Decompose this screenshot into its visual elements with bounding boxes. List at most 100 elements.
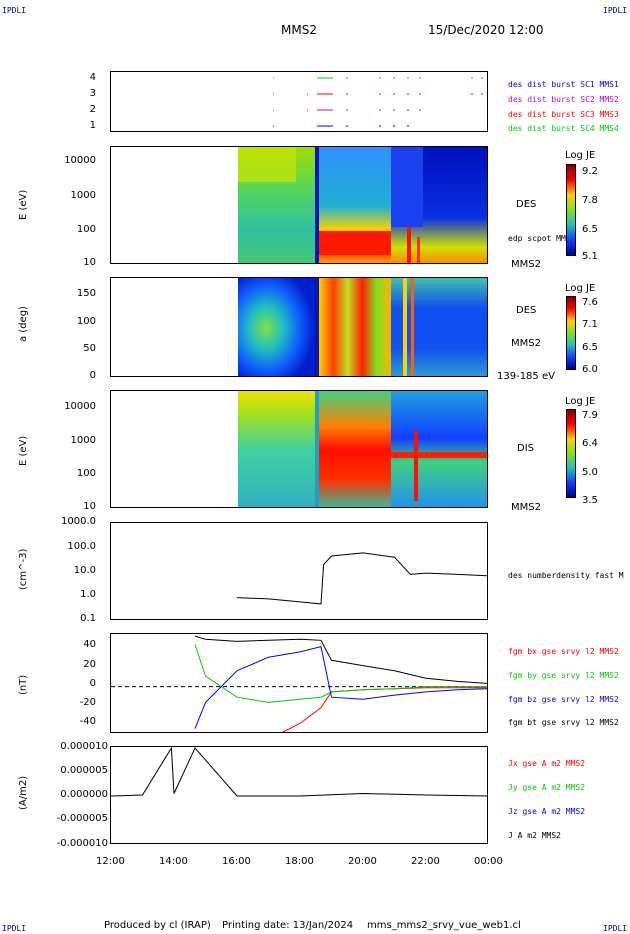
bfield-by-line: [194, 644, 487, 703]
burst-marks: [273, 77, 483, 127]
bfield-legend-bt: fgm bt gse srvy l2 MMS2: [508, 718, 619, 727]
des-energy-ytick: 10: [83, 257, 96, 268]
current-legend-j: J A m2 MMS2: [508, 831, 561, 840]
time-axis-tick-label: 20:00: [348, 856, 377, 867]
scpot-label: edp scpot MMS2: [508, 234, 576, 243]
density-ytick: 10.0: [73, 565, 96, 576]
density-series-line: [236, 552, 487, 605]
des-pitch-cbar-tick: 7.1: [582, 319, 598, 330]
footer-printing-date: Printing date: 13/Jan/2024: [222, 920, 354, 931]
current-ylabel: (A/m2): [18, 775, 29, 810]
des-energy-cbar-tick: 5.1: [582, 251, 598, 262]
bfield-bz-line: [194, 645, 487, 729]
current-ytick: -0.000010: [56, 838, 108, 849]
des-energy-cbar-title: Log JE: [565, 150, 596, 161]
current-ytick: 0.000005: [60, 765, 108, 776]
des-energy-sc-label: MMS2: [511, 259, 541, 270]
current-plot: [111, 747, 487, 797]
spacecraft-title: MMS2: [281, 23, 317, 37]
dis-energy-ytick: 10: [83, 501, 96, 512]
bfield-bx-line: [281, 687, 487, 732]
burst-ytick: 2: [89, 104, 96, 115]
current-ytick: 0.000000: [60, 789, 108, 800]
burst-ytick: 4: [89, 72, 96, 83]
dis-energy-cbar-title: Log JE: [565, 396, 596, 407]
des-energy-cbar-tick: 6.5: [582, 224, 598, 235]
des-pitch-ytick: 100: [76, 316, 96, 327]
current-ytick: -0.000005: [56, 813, 108, 824]
corner-tag-tl: IPDLI: [2, 6, 27, 15]
bfield-ylabel: (nT): [18, 674, 29, 695]
des-pitch-sc-label: MMS2: [511, 338, 541, 349]
density-ytick: 0.1: [80, 613, 96, 624]
dis-energy-colorbar: [566, 409, 576, 498]
time-axis: 12:00 14:00 16:00 18:00 20:00 22:00 00:00: [0, 856, 630, 870]
current-j-line: [111, 747, 487, 797]
time-axis-tick-label: 00:00: [474, 856, 503, 867]
dis-energy-ytick: 1000: [70, 435, 96, 446]
density-ytick: 100.0: [67, 541, 96, 552]
bfield-plot: [111, 635, 487, 732]
burst-panel: [110, 71, 488, 132]
time-axis-tick-label: 12:00: [96, 856, 125, 867]
burst-legend-sc2: des dist burst SC2 MMS2: [508, 95, 619, 104]
dis-energy-side-label: DIS: [517, 443, 534, 454]
density-plot: [236, 552, 487, 605]
des-energy-colorbar: [566, 164, 576, 256]
time-axis-tick-label: 22:00: [411, 856, 440, 867]
current-panel: [110, 746, 488, 844]
dis-energy-sc-label: MMS2: [511, 502, 541, 513]
des-pitch-cbar-tick: 7.6: [582, 297, 598, 308]
bfield-ytick: 0: [89, 678, 96, 689]
bfield-legend-bz: fgm bz gse srvy l2 MMS2: [508, 695, 619, 704]
des-energy-ylabel: E (eV): [18, 189, 29, 220]
time-axis-tick-label: 16:00: [222, 856, 251, 867]
burst-ytick: 3: [89, 88, 96, 99]
density-ytick: 1000.0: [61, 516, 96, 527]
footer-filename: mms_mms2_srvy_vue_web1.cl: [367, 920, 521, 931]
des-pitch-image: [238, 278, 487, 376]
bfield-ytick: -20: [79, 697, 96, 708]
current-ytick: 0.000010: [60, 741, 108, 752]
dis-energy-spectrogram: [110, 390, 488, 508]
des-pitch-side-label: DES: [516, 305, 537, 316]
burst-legend-sc4: des dist burst SC4 MMS4: [508, 124, 619, 133]
density-panel: [110, 522, 488, 620]
dis-energy-cbar-tick: 5.0: [582, 467, 598, 478]
dis-energy-ytick: 100: [76, 468, 96, 479]
des-energy-spectrogram: [110, 146, 488, 264]
des-energy-ytick: 100: [76, 224, 96, 235]
dis-energy-ylabel: E (eV): [18, 435, 29, 466]
dis-energy-cbar-tick: 6.4: [582, 438, 598, 449]
corner-tag-br: IPDLI: [603, 924, 628, 933]
des-energy-ytick: 1000: [70, 190, 96, 201]
des-pitch-cbar-title: Log JE: [565, 283, 596, 294]
des-pitch-ytick: 50: [83, 343, 96, 354]
density-ytick: 1.0: [80, 589, 96, 600]
burst-legend-sc1: des dist burst SC1 MMS1: [508, 80, 619, 89]
burst-ytick: 1: [89, 120, 96, 131]
des-pitch-ytick: 150: [76, 288, 96, 299]
density-ylabel: (cm^-3): [18, 548, 29, 590]
burst-legend-sc3: des dist burst SC3 MMS3: [508, 110, 619, 119]
bfield-ytick: -40: [79, 716, 96, 727]
current-legend-jz: Jz gse A m2 MMS2: [508, 807, 586, 816]
des-energy-image: [238, 147, 487, 263]
des-pitch-cbar-tick: 6.0: [582, 364, 598, 375]
start-date: 15/Dec/2020 12:00: [428, 23, 544, 37]
corner-tag-tr: IPDLI: [603, 6, 628, 15]
dis-energy-cbar-tick: 3.5: [582, 495, 598, 506]
dis-energy-cbar-tick: 7.9: [582, 410, 598, 421]
bfield-ytick: 20: [83, 659, 96, 670]
time-axis-tick-label: 18:00: [285, 856, 314, 867]
corner-tag-bl: IPDLI: [2, 924, 27, 933]
bfield-ytick: 40: [83, 639, 96, 650]
des-pitch-ylabel: a (deg): [18, 306, 29, 342]
des-pitch-ytick: 0: [89, 370, 96, 381]
bfield-bt-line: [194, 635, 487, 684]
des-pitch-cbar-tick: 6.5: [582, 342, 598, 353]
des-energy-ytick: 10000: [64, 155, 96, 166]
des-energy-cbar-tick: 7.8: [582, 195, 598, 206]
dis-energy-image: [238, 391, 487, 507]
density-legend: des numberdensity fast M: [508, 571, 624, 580]
